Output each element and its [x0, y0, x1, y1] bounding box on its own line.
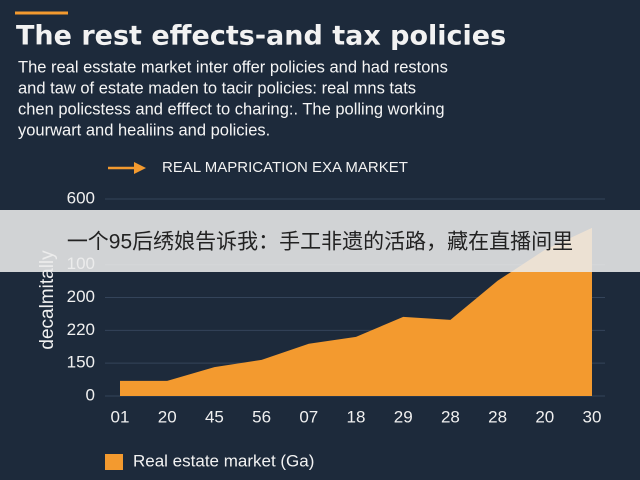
banner: [0, 210, 640, 272]
legend-label: Real estate market (Ga): [133, 451, 314, 470]
x-tick-label: 07: [299, 407, 318, 426]
x-tick-label: 01: [111, 407, 130, 426]
chart-title: The rest effects-and tax policies: [16, 21, 506, 52]
x-tick-label: 28: [488, 407, 507, 426]
y-tick-label: 220: [67, 320, 95, 339]
x-tick-label: 29: [394, 407, 413, 426]
y-tick-label: 600: [67, 188, 95, 207]
legend-swatch: [105, 454, 123, 470]
y-tick-label: 0: [86, 385, 95, 404]
subtitle-line: and taw of estate maden to tacir policie…: [18, 79, 416, 97]
x-tick-label: 45: [205, 407, 224, 426]
x-tick-label: 18: [347, 407, 366, 426]
y-axis-label: decalmitally: [37, 250, 58, 350]
subtitle-line: yourwart and healiins and policies.: [18, 121, 270, 139]
x-tick-label: 28: [441, 407, 460, 426]
area: [120, 227, 592, 396]
subtitle-line: The real esstate market inter offer poli…: [18, 58, 448, 76]
x-tick-label: 20: [535, 407, 554, 426]
y-tick-label: 150: [67, 353, 95, 372]
x-tick-label: 20: [158, 407, 177, 426]
banner-text: 一个95后绣娘告诉我：手工非遗的活路，藏在直播间里: [67, 231, 573, 254]
arrow: [108, 162, 146, 174]
subtitle-line: chen policstess and efffect to charing:.…: [18, 100, 445, 118]
y-tick-label: 200: [67, 287, 95, 306]
x-tick-label: 30: [583, 407, 602, 426]
annotation: REAL MAPRICATION EXA MARKET: [162, 159, 408, 176]
x-tick-label: 56: [252, 407, 271, 426]
